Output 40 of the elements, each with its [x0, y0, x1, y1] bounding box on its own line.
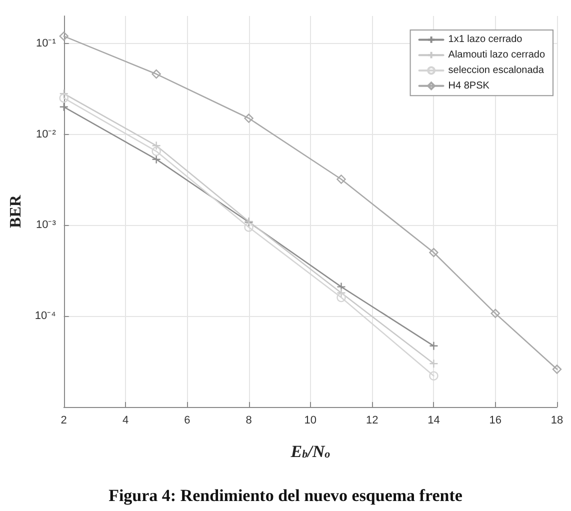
- point: [59, 94, 68, 103]
- x-tick-label: 14: [428, 414, 440, 426]
- legend-label: H4 8PSK: [448, 80, 490, 92]
- legend-label: 1x1 lazo cerrado: [448, 34, 523, 46]
- point: [490, 308, 500, 318]
- point: [244, 222, 254, 232]
- text: Figura 4: Rendimiento del nuevo esquema frente: [108, 486, 463, 505]
- point: [552, 364, 562, 374]
- point: [429, 341, 438, 350]
- point: [429, 371, 438, 380]
- point: [429, 248, 438, 258]
- x-tick-label: 16: [489, 414, 502, 426]
- point: [152, 141, 161, 150]
- point: [244, 114, 254, 123]
- point: [336, 282, 346, 292]
- point: [429, 359, 438, 368]
- point: [152, 154, 161, 164]
- x-axis-title: Eb/No: [290, 442, 331, 461]
- x-tick-label: 8: [246, 414, 252, 426]
- point: [336, 292, 346, 302]
- point: [336, 288, 346, 298]
- x-tick-label: 18: [550, 414, 564, 426]
- point: [152, 69, 161, 79]
- x-tick-label: 2: [60, 414, 67, 426]
- y-tick-label: 10⁻³: [36, 219, 56, 232]
- point: [152, 146, 161, 156]
- x-tick-label: 6: [184, 414, 190, 426]
- point: [59, 102, 68, 112]
- legend-label: Alamouti lazo cerrado: [448, 50, 546, 61]
- y-tick-label: 10⁻²: [36, 128, 56, 140]
- point: [336, 174, 346, 184]
- legend-label: seleccion escalonada: [448, 65, 544, 76]
- x-tick-label: 10: [304, 414, 317, 426]
- y-tick-label: 10⁻¹: [36, 37, 56, 50]
- y-tick-label: 10⁻⁴: [34, 310, 56, 322]
- point: [59, 89, 68, 98]
- y-axis-title: BER: [8, 194, 24, 228]
- x-tick-label: 4: [122, 414, 129, 426]
- x-tick-label: 12: [366, 414, 378, 426]
- point: [59, 32, 68, 41]
